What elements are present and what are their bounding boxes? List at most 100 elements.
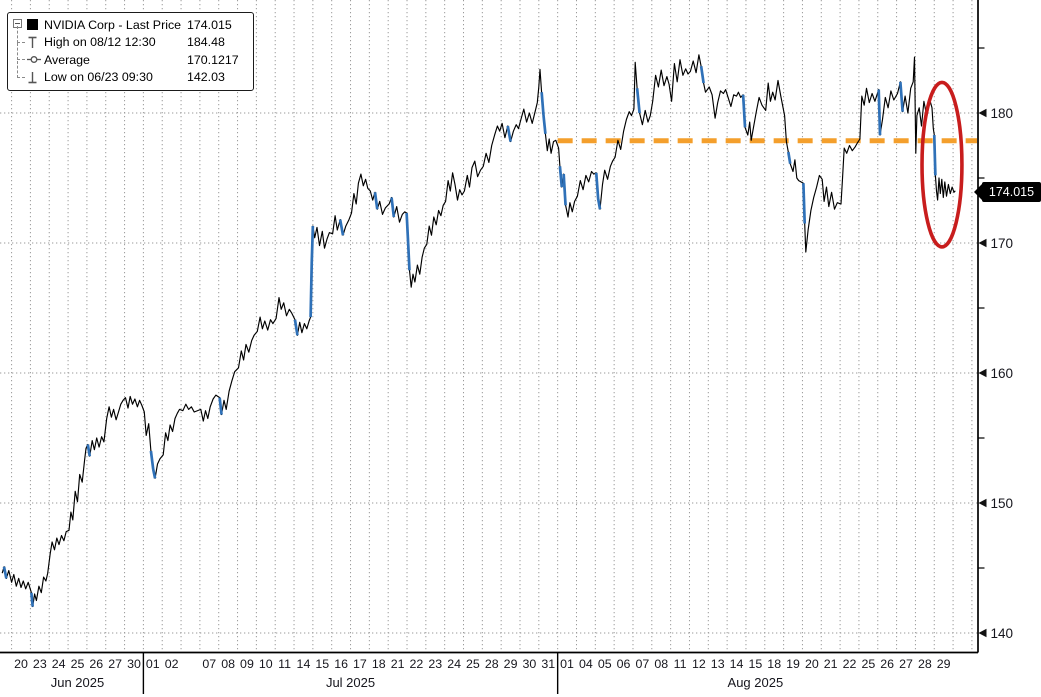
- x-day-label: 06: [617, 657, 631, 671]
- x-day-label: 01: [560, 657, 574, 671]
- last-price-flag-text: 174.015: [988, 184, 1035, 199]
- x-day-label: 01: [146, 657, 160, 671]
- high-marker-icon: [28, 36, 37, 48]
- high-marker-cell: [27, 36, 44, 49]
- x-day-label: 25: [466, 657, 480, 671]
- x-day-label: 27: [899, 657, 913, 671]
- x-day-label: 29: [937, 657, 951, 671]
- low-marker-icon: [28, 71, 37, 84]
- high-label: High on 08/12 12:30: [44, 35, 156, 50]
- x-day-label: 15: [748, 657, 762, 671]
- x-month-label: Aug 2025: [728, 675, 784, 690]
- average-value: 170.1217: [187, 52, 239, 67]
- high-value: 184.48: [187, 35, 225, 50]
- x-day-label: 26: [89, 657, 103, 671]
- x-day-label: 22: [410, 657, 424, 671]
- average-label: Average: [44, 52, 90, 67]
- x-day-label: 29: [504, 657, 518, 671]
- y-tick-arrow-icon: [978, 628, 987, 638]
- x-day-label: 20: [14, 657, 28, 671]
- horizontal-gridlines: [0, 112, 978, 634]
- series-swatch-cell: [27, 19, 44, 31]
- x-day-label: 08: [221, 657, 235, 671]
- x-axis-day-labels: 20 23 24 25 26 27 30 01 02 07 08 09 10 11 14 15 16 17 18 21…: [14, 657, 951, 671]
- x-day-label: 16: [334, 657, 348, 671]
- x-day-label: 12: [692, 657, 706, 671]
- price-line: [1, 54, 956, 608]
- vertical-gridlines: [11, 0, 973, 652]
- x-day-label: 09: [240, 657, 254, 671]
- x-day-label: 14: [730, 657, 744, 671]
- tree-branch: [13, 43, 27, 69]
- legend-row-series[interactable]: NVIDIA Corp - Last Price 174.015: [13, 16, 248, 34]
- x-day-label: 18: [767, 657, 781, 671]
- x-day-label: 26: [880, 657, 894, 671]
- x-day-label: 23: [33, 657, 47, 671]
- x-day-label: 17: [353, 657, 367, 671]
- x-day-label: 07: [635, 657, 649, 671]
- x-day-label: 15: [315, 657, 329, 671]
- x-axis-month-labels: Jun 2025 Jul 2025 Aug 2025: [51, 652, 784, 694]
- x-day-label: 13: [711, 657, 725, 671]
- x-day-label: 18: [372, 657, 386, 671]
- x-day-label: 25: [861, 657, 875, 671]
- y-tick-label: 180: [991, 106, 1014, 121]
- y-tick-arrow-icon: [978, 498, 987, 508]
- x-day-label: 05: [598, 657, 612, 671]
- x-day-label: 07: [202, 657, 216, 671]
- y-tick-arrow-icon: [978, 368, 987, 378]
- x-day-label: 23: [428, 657, 442, 671]
- last-price-flag: 174.015: [974, 181, 1041, 202]
- legend-row-low: Low on 06/23 09:30 142.03: [13, 60, 248, 87]
- tree-branch: [13, 25, 27, 52]
- x-day-label: 08: [654, 657, 668, 671]
- x-month-label: Jul 2025: [326, 675, 375, 690]
- tree-expand-cell[interactable]: [13, 16, 27, 34]
- low-marker-cell: [27, 71, 44, 84]
- x-day-label: 21: [824, 657, 838, 671]
- x-day-label: 11: [278, 657, 291, 671]
- y-tick-arrow-icon: [978, 238, 987, 248]
- x-day-label: 28: [918, 657, 932, 671]
- tree-branch-end: [13, 60, 27, 87]
- average-marker-cell: [27, 53, 44, 66]
- x-month-label: Jun 2025: [51, 675, 105, 690]
- x-day-label: 24: [447, 657, 461, 671]
- x-day-label: 27: [108, 657, 122, 671]
- x-day-label: 04: [579, 657, 593, 671]
- x-day-label: 21: [391, 657, 405, 671]
- legend-box[interactable]: NVIDIA Corp - Last Price 174.015 High on…: [7, 12, 254, 91]
- x-day-label: 10: [259, 657, 273, 671]
- series-label: NVIDIA Corp - Last Price: [44, 17, 182, 32]
- x-day-label: 30: [523, 657, 537, 671]
- y-tick-label: 150: [991, 496, 1014, 511]
- average-marker-icon: [27, 56, 41, 64]
- x-day-label: 22: [843, 657, 857, 671]
- low-value: 142.03: [187, 70, 225, 85]
- flag-arrow-icon: [974, 183, 982, 200]
- x-day-label: 20: [805, 657, 819, 671]
- y-axis-ticks: 180 170 160 150 140: [978, 47, 1014, 641]
- low-label: Low on 06/23 09:30: [44, 70, 153, 85]
- highlight-ellipse: [920, 80, 964, 249]
- x-day-label: 19: [786, 657, 800, 671]
- x-day-label: 28: [485, 657, 499, 671]
- price-line-blue-segments: [2, 66, 937, 607]
- y-tick-arrow-icon: [978, 108, 987, 118]
- x-day-label: 02: [165, 657, 179, 671]
- series-color-swatch-icon: [27, 19, 38, 31]
- x-day-label: 30: [127, 657, 141, 671]
- x-day-label: 24: [52, 657, 66, 671]
- y-tick-label: 170: [991, 236, 1014, 251]
- y-tick-label: 140: [991, 626, 1014, 641]
- legend-row-average: Average 170.1217: [13, 43, 248, 69]
- x-day-label: 11: [674, 657, 687, 671]
- legend-row-high: High on 08/12 12:30 184.48: [13, 25, 248, 52]
- y-tick-label: 160: [991, 366, 1014, 381]
- series-value: 174.015: [187, 17, 232, 32]
- x-day-label: 14: [297, 657, 311, 671]
- x-day-label: 31: [541, 657, 555, 671]
- x-day-label: 25: [71, 657, 85, 671]
